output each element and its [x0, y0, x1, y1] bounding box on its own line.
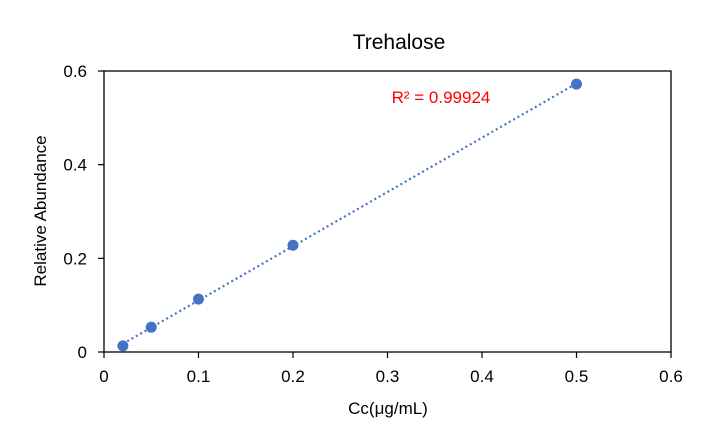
x-tick-label: 0 [99, 367, 108, 386]
data-point [193, 293, 204, 305]
x-axis-title: Cc(μg/mL) [348, 399, 428, 418]
y-tick-label: 0.6 [63, 62, 87, 81]
y-tick-label: 0.2 [63, 249, 87, 268]
chart-title: Trehalose [353, 31, 446, 54]
x-tick-label: 0.1 [187, 367, 211, 386]
plot-area-frame [103, 70, 672, 353]
data-point [117, 340, 129, 352]
y-axis-title: Relative Abundance [31, 135, 50, 286]
data-point [287, 239, 299, 251]
linear-trendline [122, 82, 578, 345]
x-tick-label: 0.5 [565, 367, 589, 386]
y-tick-label: 0.4 [63, 156, 87, 175]
x-tick-label: 0.3 [376, 367, 400, 386]
x-tick-label: 0.2 [281, 367, 305, 386]
x-tick-label: 0.4 [470, 367, 494, 386]
y-tick-label: 0 [78, 343, 87, 362]
x-tick-label: 0.6 [659, 367, 683, 386]
r-squared-annotation: R² = 0.99924 [392, 88, 491, 107]
data-point [571, 78, 582, 90]
data-point [145, 321, 157, 333]
